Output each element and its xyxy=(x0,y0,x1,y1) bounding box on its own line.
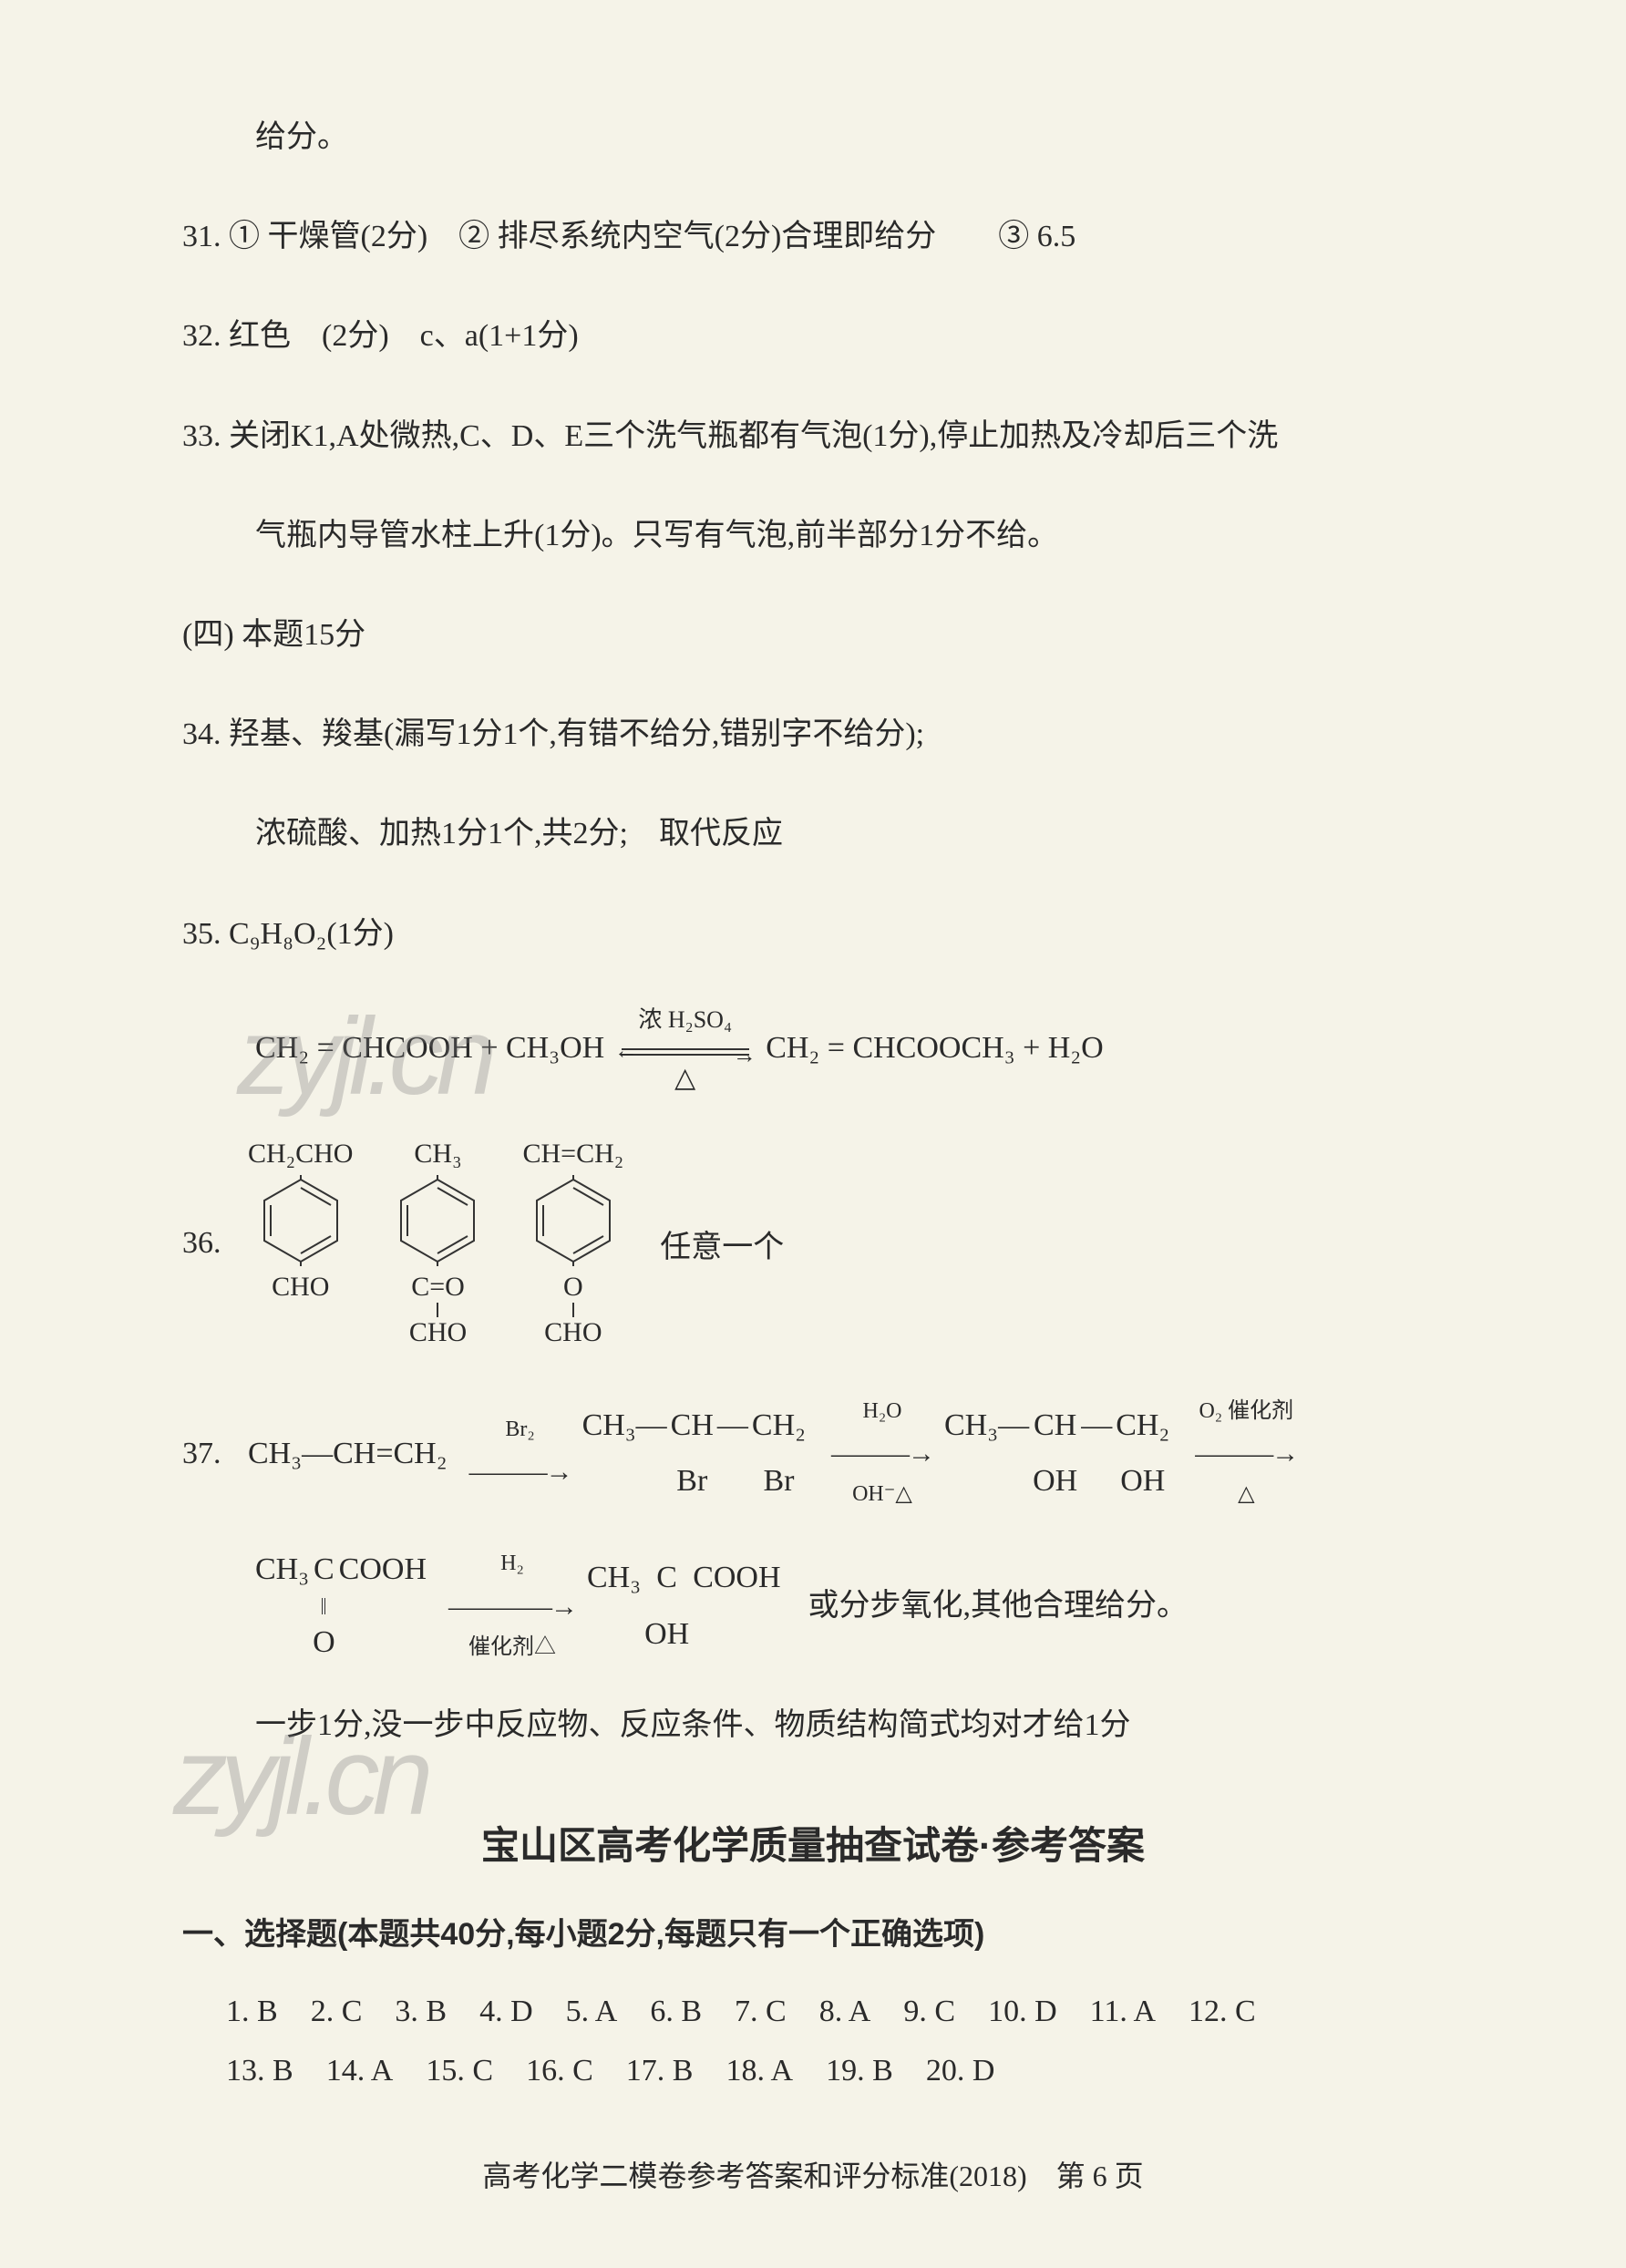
label-37: 37. xyxy=(182,1426,248,1481)
reaction-37-line1: 37. CH₃—CH=CH₂ Br₂ ———→ CH₃— CHBr — CH₂B… xyxy=(182,1392,1444,1514)
doc2-title: 宝山区高考化学质量抽查试卷·参考答案 xyxy=(182,1815,1444,1871)
r37-arrow3: O₂ 催化剂 ———→ △ xyxy=(1195,1392,1297,1514)
mcq-15: 15. C xyxy=(426,2042,493,2101)
mcq-14: 14. A xyxy=(326,2042,394,2101)
equation-cond-top: 浓 H₂SO₄ xyxy=(638,1006,732,1033)
mcq-row2: 13. B 14. A 15. C 16. C 17. B 18. A 19. B 20. D xyxy=(182,2042,1444,2101)
equation-lhs: CH₂ = CHCOOH + CH₃OH xyxy=(255,1031,604,1065)
mcq-row1: 1. B 2. C 3. B 4. D 5. A 6. B 7. C 8. A 9. C 10. … xyxy=(182,1983,1444,2042)
r37-arrow3-top: O₂ 催化剂 xyxy=(1199,1392,1293,1431)
mcq-19: 19. B xyxy=(826,2042,893,2101)
doc2-section1-heading: 一、选择题(本题共40分,每小题2分,每题只有一个正确选项) xyxy=(182,1909,1444,1954)
r37b-seg1: CH₃ CO COOH xyxy=(255,1541,427,1669)
struct1-top: CH₂CHO xyxy=(248,1139,353,1170)
struct2-bot: C=O CHO xyxy=(409,1272,467,1348)
answer-36-structures: 36. CH₂CHO CHO CH₃ xyxy=(182,1139,1444,1348)
answer-34-line-b: 浓硫酸、加热1分1个,共2分; 取代反应 xyxy=(182,806,1444,861)
equation-cond-bot: △ xyxy=(674,1063,695,1093)
mcq-7: 7. C xyxy=(735,1983,787,2042)
page-footer: 高考化学二模卷参考答案和评分标准(2018) 第 6 页 xyxy=(182,2153,1444,2195)
mcq-1: 1. B xyxy=(226,1983,278,2042)
mcq-3: 3. B xyxy=(395,1983,447,2042)
equation-rhs: CH₂ = CHCOOCH₃ + H₂O xyxy=(766,1031,1104,1065)
struct1-bot: CHO xyxy=(272,1272,329,1303)
mcq-12: 12. C xyxy=(1189,1983,1256,2042)
answer-31: 31. ① 干燥管(2分) ② 排尽系统内空气(2分)合理即给分 ③ 6.5 xyxy=(182,209,1444,264)
struct2-top: CH₃ xyxy=(414,1139,461,1170)
answer-32: 32. 红色 (2分) c、a(1+1分) xyxy=(182,308,1444,364)
mcq-9: 9. C xyxy=(903,1983,955,2042)
r37b-tail: 或分步氧化,其他合理给分。 xyxy=(808,1578,1189,1634)
r37-seg1: CH₃—CH=CH₂ xyxy=(248,1426,448,1481)
r37-seg3: CH₃— CHOH — CH₂OH xyxy=(944,1397,1173,1509)
r37-seg2: CH₃— CHBr — CH₂Br xyxy=(582,1397,809,1509)
r37b-arrow1: H₂ ————→ 催化剂△ xyxy=(448,1544,576,1666)
structure-2: CH₃ C=O CHO xyxy=(396,1139,479,1348)
struct3-bot: O CHO xyxy=(544,1272,602,1348)
structure-3: CH=CH₂ O CHO xyxy=(522,1139,623,1348)
mcq-4: 4. D xyxy=(479,1983,533,2042)
r37-arrow2-bot: OH⁻△ xyxy=(852,1475,912,1514)
section-4-header: (四) 本题15分 xyxy=(182,607,1444,663)
label-36: 36. xyxy=(182,1226,248,1261)
mcq-17: 17. B xyxy=(626,2042,694,2101)
mcq-13: 13. B xyxy=(226,2042,293,2101)
answer-34-line-a: 34. 羟基、羧基(漏写1分1个,有错不给分,错别字不给分); xyxy=(182,706,1444,762)
benzene-ring-icon xyxy=(260,1175,342,1266)
answer-33-line-a: 33. 关闭K1,A处微热,C、D、E三个洗气瓶都有气泡(1分),停止加热及冷却… xyxy=(182,408,1444,464)
benzene-structures: CH₂CHO CHO CH₃ C=O xyxy=(248,1139,623,1348)
mcq-18: 18. A xyxy=(726,2042,793,2101)
equation-arrow: 浓 H₂SO₄ → ← △ xyxy=(612,1005,758,1095)
reaction-37-line2: CH₃ CO COOH H₂ ————→ 催化剂△ CH₃ COH COOH 或… xyxy=(182,1541,1444,1669)
r37-arrow3-bot: △ xyxy=(1238,1475,1254,1514)
r37-arrow2: H₂O ———→ OH⁻△ xyxy=(831,1392,933,1514)
mcq-2: 2. C xyxy=(311,1983,363,2042)
mcq-8: 8. A xyxy=(819,1983,871,2042)
r37b-seg2: CH₃ COH COOH xyxy=(587,1550,781,1661)
mcq-16: 16. C xyxy=(526,2042,593,2101)
structure-1: CH₂CHO CHO xyxy=(248,1139,353,1348)
mcq-20: 20. D xyxy=(926,2042,995,2101)
mcq-5: 5. A xyxy=(566,1983,618,2042)
answer-37-note: 一步1分,没一步中反应物、反应条件、物质结构简式均对才给1分 xyxy=(182,1697,1444,1753)
answer-33-line-b: 气瓶内导管水柱上升(1分)。只写有气泡,前半部分1分不给。 xyxy=(182,508,1444,563)
struct36-tail: 任意一个 xyxy=(660,1222,784,1266)
r37-arrow2-top: H₂O xyxy=(862,1392,901,1431)
mcq-10: 10. D xyxy=(988,1983,1057,2042)
benzene-ring-icon xyxy=(396,1175,479,1266)
r37b-arrow1-top: H₂ xyxy=(500,1544,524,1583)
r37b-arrow1-bot: 催化剂△ xyxy=(468,1628,556,1667)
mcq-6: 6. B xyxy=(650,1983,702,2042)
r37-arrow1: Br₂ ———→ xyxy=(469,1410,571,1497)
line-continuation: 给分。 xyxy=(182,109,1444,165)
benzene-ring-icon xyxy=(532,1175,614,1266)
equation-35: CH₂ = CHCOOH + CH₃OH 浓 H₂SO₄ → ← △ CH₂ =… xyxy=(255,1005,1444,1095)
mcq-11: 11. A xyxy=(1090,1983,1156,2042)
answer-35: 35. C₉H₈O₂(1分) xyxy=(182,906,1444,962)
r37-arrow1-top: Br₂ xyxy=(505,1410,534,1449)
struct3-top: CH=CH₂ xyxy=(522,1139,623,1170)
